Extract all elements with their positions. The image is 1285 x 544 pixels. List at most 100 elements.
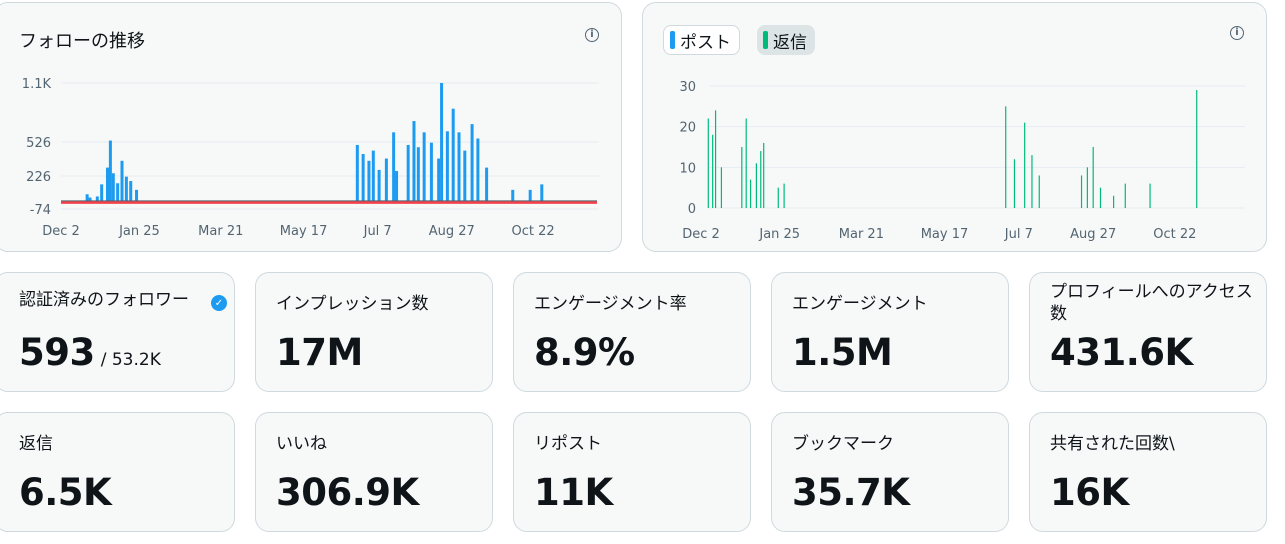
legend-replies[interactable]: 返信 <box>757 25 815 55</box>
metric-engagement-rate[interactable]: エンゲージメント率 8.9% <box>513 272 751 392</box>
metric-label: 認証済みのフォロワー <box>19 290 189 310</box>
follower-bar <box>129 181 133 201</box>
y-tick-label: 0 <box>688 202 696 217</box>
followers-chart-title: フォローの推移 <box>19 31 145 52</box>
follower-bar <box>384 158 388 201</box>
follower-bar <box>395 171 399 201</box>
activity-chart: 30 20 10 0 Dec 2 Jan 25 Mar 21 May 17 Jul 7 Aug 2… <box>679 80 1245 242</box>
follower-bar <box>371 150 375 201</box>
follower-bar <box>511 189 515 201</box>
metric-label: リポスト <box>534 434 602 454</box>
metric-value: 431.6K <box>1050 331 1193 374</box>
follower-bar <box>406 144 410 201</box>
info-icon[interactable]: i <box>1230 26 1244 40</box>
follower-bar <box>540 184 544 201</box>
follower-bar <box>440 83 444 201</box>
metric-likes[interactable]: いいね 306.9K <box>255 412 493 532</box>
metric-value: 306.9K <box>276 471 419 514</box>
metric-shares[interactable]: 共有された回数\ 16K <box>1029 412 1267 532</box>
follower-bar <box>105 167 109 201</box>
metric-profile-visits[interactable]: プロフィールへのアクセス数 431.6K <box>1029 272 1267 392</box>
follower-bar <box>422 132 426 201</box>
y-tick-label: 20 <box>679 121 696 136</box>
reply-bar <box>720 167 723 208</box>
unfollow-band <box>61 200 597 204</box>
y-tick-label: 10 <box>679 161 696 176</box>
reply-bar <box>783 183 785 208</box>
reply-bar <box>1092 147 1094 208</box>
follower-bar <box>429 142 433 201</box>
follower-bar <box>116 183 120 201</box>
followers-chart: 1.1K 526 226 -74 Dec 2 Jan 25 Mar 21 May 17 Jul … <box>22 77 599 239</box>
follower-bar <box>85 194 89 201</box>
reply-bar <box>745 118 747 208</box>
metric-value: 1.5M <box>792 331 893 374</box>
y-tick-label: 1.1K <box>22 77 52 92</box>
x-tick-label: Oct 22 <box>512 224 555 239</box>
reply-bar <box>707 118 709 208</box>
x-tick-label: Mar 21 <box>198 224 243 239</box>
metric-value: 16K <box>1050 471 1129 514</box>
metric-label: いいね <box>276 434 327 454</box>
metric-engagements[interactable]: エンゲージメント 1.5M <box>771 272 1009 392</box>
reply-bar <box>777 187 779 208</box>
reply-bar <box>1024 122 1026 208</box>
legend-replies-label: 返信 <box>773 32 807 53</box>
metric-impressions[interactable]: インプレッション数 17M <box>255 272 493 392</box>
reply-bar <box>755 163 758 208</box>
reply-bar <box>1099 187 1102 208</box>
metric-value: 11K <box>534 471 613 514</box>
reply-bar <box>1113 195 1115 208</box>
follower-bar <box>412 121 416 201</box>
info-icon[interactable]: i <box>585 28 599 42</box>
reply-bar <box>1038 175 1040 208</box>
x-tick-label: Jul 7 <box>1004 227 1033 242</box>
follower-bar <box>95 196 99 201</box>
reply-bar <box>1005 106 1007 208</box>
follower-bar <box>476 138 480 201</box>
follower-bar <box>124 176 128 201</box>
reply-bar <box>712 134 714 208</box>
follower-bar <box>445 131 449 201</box>
follower-bar <box>135 189 139 201</box>
y-tick-label: 226 <box>26 170 51 185</box>
reply-bar <box>1086 167 1088 208</box>
metric-value: 6.5K <box>19 471 112 514</box>
metric-label: 共有された回数\ <box>1050 434 1175 454</box>
reply-bar <box>714 110 717 208</box>
metric-reposts[interactable]: リポスト 11K <box>513 412 751 532</box>
follower-bar <box>108 140 112 201</box>
reply-bar <box>741 147 743 208</box>
follower-bar <box>377 169 381 201</box>
follower-bar <box>528 189 532 201</box>
x-tick-label: May 17 <box>280 224 328 239</box>
x-tick-label: Mar 21 <box>839 227 884 242</box>
x-tick-label: Dec 2 <box>42 224 80 239</box>
metric-replies[interactable]: 返信 6.5K <box>0 412 235 532</box>
follower-bar <box>463 150 467 201</box>
metric-verified-followers[interactable]: 認証済みのフォロワー ✓ 593/ 53.2K <box>0 272 235 392</box>
x-tick-label: May 17 <box>921 227 969 242</box>
follower-bar <box>120 160 124 201</box>
activity-chart-card: ポスト 返信 i 30 20 10 0 Dec 2 Jan 25 Mar 21 May 17 J… <box>642 2 1267 252</box>
follower-bar <box>437 158 441 201</box>
follower-bar <box>367 160 371 201</box>
legend-posts[interactable]: ポスト <box>663 25 740 55</box>
follower-bar <box>485 167 489 201</box>
metric-label: エンゲージメント率 <box>534 294 687 314</box>
reply-bar <box>749 179 752 208</box>
metric-label: エンゲージメント <box>792 294 928 314</box>
metric-bookmarks[interactable]: ブックマーク 35.7K <box>771 412 1009 532</box>
x-tick-label: Aug 27 <box>1070 227 1116 242</box>
metric-value-total: / 53.2K <box>100 350 161 370</box>
metric-value: 17M <box>276 331 363 374</box>
metric-label: 返信 <box>19 434 53 454</box>
x-tick-label: Oct 22 <box>1153 227 1196 242</box>
reply-bar <box>1196 90 1198 208</box>
metric-label: プロフィールへのアクセス数 <box>1050 282 1253 324</box>
x-tick-label: Jul 7 <box>363 224 392 239</box>
y-tick-label: 30 <box>679 80 696 95</box>
follower-bar <box>392 132 396 201</box>
y-tick-label: 526 <box>26 136 51 151</box>
follower-bar <box>361 154 365 201</box>
